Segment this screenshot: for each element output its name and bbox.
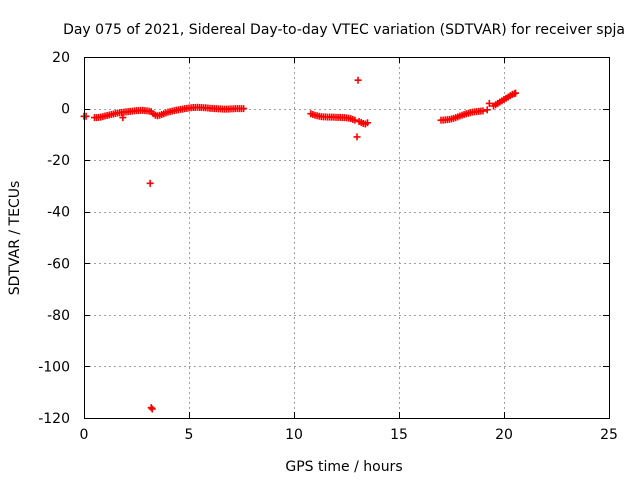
- data-point: [353, 133, 361, 141]
- data-point: [119, 114, 127, 122]
- data-point: [479, 107, 487, 115]
- data-point: [354, 76, 362, 84]
- x-axis-label: GPS time / hours: [285, 459, 402, 475]
- y-tick-label: -60: [47, 256, 70, 272]
- y-tick-label: 20: [52, 50, 70, 66]
- data-point: [485, 99, 493, 107]
- y-axis-label: SDTVAR / TECUs: [7, 181, 23, 296]
- chart-title: Day 075 of 2021, Sidereal Day-to-day VTE…: [63, 22, 625, 38]
- data-point: [512, 89, 520, 97]
- x-tick-label: 25: [600, 427, 618, 443]
- data-points: [80, 76, 520, 413]
- x-tick-label: 20: [495, 427, 513, 443]
- x-tick-label: 15: [390, 427, 408, 443]
- y-tick-label: -20: [47, 153, 70, 169]
- data-point: [483, 106, 491, 114]
- data-point: [82, 112, 90, 120]
- x-tick-labels: 0 5 10 15 20 25: [80, 427, 618, 443]
- x-tick-label: 5: [185, 427, 194, 443]
- data-point: [146, 179, 154, 187]
- plot-frame: [84, 57, 610, 419]
- x-tick-label: 10: [285, 427, 303, 443]
- y-tick-labels: 20 0 -20 -40 -60 -80 -100 -120: [38, 50, 70, 427]
- y-tick-label: -80: [47, 308, 70, 324]
- y-tick-label: -100: [38, 359, 70, 375]
- axis-ticks: [84, 57, 610, 419]
- y-tick-label: 0: [61, 102, 70, 118]
- x-tick-label: 0: [80, 427, 89, 443]
- data-point: [351, 116, 359, 124]
- data-point: [364, 119, 371, 127]
- data-point: [148, 405, 156, 413]
- data-point: [147, 404, 155, 412]
- y-tick-label: -120: [38, 411, 70, 427]
- data-point: [240, 105, 248, 113]
- grid: [84, 57, 609, 418]
- y-tick-label: -40: [47, 205, 70, 221]
